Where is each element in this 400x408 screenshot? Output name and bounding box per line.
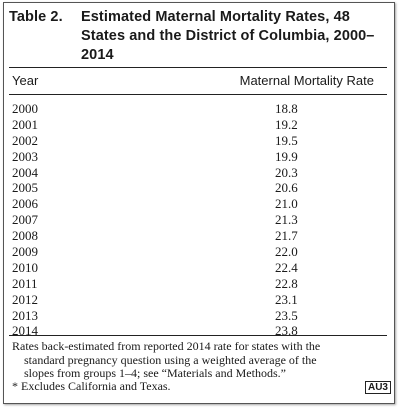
year-cell: 2013 xyxy=(12,307,38,323)
top-rule xyxy=(9,67,387,68)
table-row: 2008 21.7 xyxy=(0,228,400,244)
year-cell: 2005 xyxy=(12,180,38,196)
year-cell: 2011 xyxy=(12,275,38,291)
column-header-rate: Maternal Mortality Rate xyxy=(239,73,374,88)
year-cell: 2002 xyxy=(12,132,38,148)
year-cell: 2014 xyxy=(12,323,38,339)
rate-cell: 21.0 xyxy=(275,196,298,212)
table-row: 2009 22.0 xyxy=(0,244,400,260)
rate-cell: 22.0 xyxy=(275,244,298,260)
year-cell: 2003 xyxy=(12,148,38,164)
year-cell: 2006 xyxy=(12,196,38,212)
table-row: 2013 23.5 xyxy=(0,308,400,324)
table-row: 2007 21.3 xyxy=(0,212,400,228)
table-row: 2000 18.8 xyxy=(0,101,400,117)
table-label: Table 2. xyxy=(9,9,63,25)
year-cell: 2007 xyxy=(12,212,38,228)
table-note: Rates back-estimated from reported 2014 … xyxy=(12,339,384,381)
year-cell: 2001 xyxy=(12,116,38,132)
header-rule xyxy=(9,94,387,95)
bottom-rule xyxy=(9,335,387,336)
table-row: 2014 23.8 xyxy=(0,323,400,339)
rate-cell: 21.7 xyxy=(275,228,298,244)
table-note-line-3: slopes from groups 1–4; see “Materials a… xyxy=(24,366,286,380)
table-row: 2004 20.3 xyxy=(0,165,400,181)
author-query-tag[interactable]: AU3 xyxy=(364,381,391,394)
rate-cell: 19.2 xyxy=(275,116,298,132)
rate-cell: 19.9 xyxy=(275,148,298,164)
table-row: 2006 21.0 xyxy=(0,196,400,212)
table-row: 2011 22.8 xyxy=(0,276,400,292)
table-footnote: * Excludes California and Texas. xyxy=(12,379,171,393)
table-note-line-2: standard pregnancy question using a weig… xyxy=(24,352,317,367)
year-cell: 2004 xyxy=(12,164,38,180)
table-row: 2012 23.1 xyxy=(0,292,400,308)
rate-cell: 22.8 xyxy=(275,275,298,291)
table-note-line-1: Rates back-estimated from reported 2014 … xyxy=(12,339,321,353)
table-row: 2010 22.4 xyxy=(0,260,400,276)
rate-cell: 23.5 xyxy=(275,307,298,323)
rate-cell: 23.1 xyxy=(275,291,298,307)
table-row: 2003 19.9 xyxy=(0,149,400,165)
table-body: 2000 18.8 2001 19.2 2002 19.5 2003 19.9 2004 20.3… xyxy=(0,101,400,339)
table-row: 2005 20.6 xyxy=(0,180,400,196)
rate-cell: 18.8 xyxy=(275,101,298,116)
table-frame xyxy=(3,2,395,404)
column-header-year: Year xyxy=(12,73,39,88)
table-row: 2001 19.2 xyxy=(0,117,400,133)
rate-cell: 22.4 xyxy=(275,259,298,275)
rate-cell: 23.8 xyxy=(275,323,298,339)
year-cell: 2010 xyxy=(12,259,38,275)
rate-cell: 21.3 xyxy=(275,212,298,228)
year-cell: 2000 xyxy=(12,101,38,116)
rate-cell: 20.6 xyxy=(275,180,298,196)
year-cell: 2008 xyxy=(12,228,38,244)
rate-cell: 19.5 xyxy=(275,132,298,148)
table-title: Estimated Maternal Mortality Rates, 48 S… xyxy=(81,9,375,63)
rate-cell: 20.3 xyxy=(275,164,298,180)
table-title-block: Table 2. Estimated Maternal Mortality Ra… xyxy=(9,8,385,65)
year-cell: 2009 xyxy=(12,244,38,260)
year-cell: 2012 xyxy=(12,291,38,307)
table-row: 2002 19.5 xyxy=(0,133,400,149)
